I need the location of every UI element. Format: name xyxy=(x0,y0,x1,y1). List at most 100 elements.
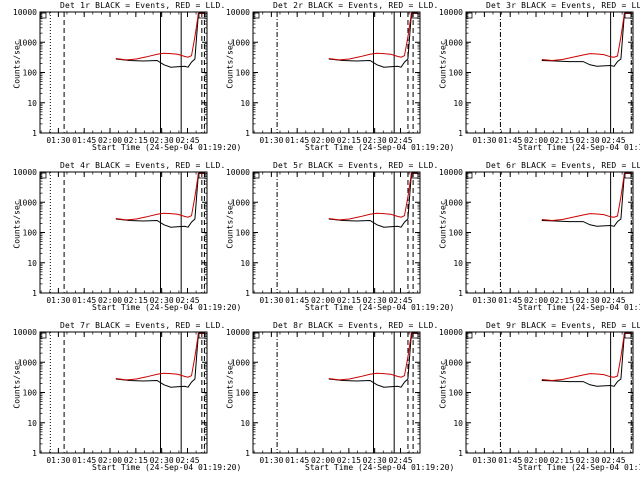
y-tick-label: 100 xyxy=(449,69,464,78)
panel-title: Det 3r BLACK = Events, RED = LLD. xyxy=(486,1,640,10)
y-tick-label: 10000 xyxy=(13,328,37,337)
series-lld xyxy=(328,172,419,221)
x-tick-label: 02:45 xyxy=(388,456,412,465)
panel-title: Det 9r BLACK = Events, RED = LLD. xyxy=(486,321,640,330)
x-tick-label: 02:00 xyxy=(524,456,548,465)
y-tick-label: 10 xyxy=(240,99,250,108)
y-tick-label: 1000 xyxy=(231,38,250,47)
y-axis-label: Counts/sec xyxy=(438,200,448,249)
corner-marker-right xyxy=(198,332,206,339)
y-tick-label: 1000 xyxy=(231,198,250,207)
detector-panel-3: 1 10 100 1000 10000 01:30 01:45 02:00 02:15 02:30… xyxy=(426,0,640,160)
corner-marker-right xyxy=(624,12,632,19)
x-axis-label: Start Time (24-Sep-04 01:19:20) xyxy=(305,463,455,472)
corner-marker-right xyxy=(411,12,419,19)
x-tick-label: 01:45 xyxy=(285,136,309,145)
detector-plot-svg: 1 10 100 1000 10000 01:30 01:45 02:00 02:15 02:30… xyxy=(439,168,634,305)
x-tick-label: 02:15 xyxy=(337,456,361,465)
plot-frame xyxy=(252,11,421,134)
y-tick-label: 100 xyxy=(236,229,251,238)
y-tick-label: 1000 xyxy=(444,198,463,207)
y-tick-label: 100 xyxy=(23,69,38,78)
series-lld xyxy=(541,172,632,222)
y-tick-label: 10 xyxy=(453,419,463,428)
detector-panel-6: 1 10 100 1000 10000 01:30 01:45 02:00 02:15 02:30… xyxy=(426,160,640,320)
series-events xyxy=(328,172,419,228)
plot-frame xyxy=(252,331,421,454)
series-lld xyxy=(115,12,206,61)
y-tick-label: 1 xyxy=(32,289,37,298)
series-events xyxy=(328,332,419,388)
corner-marker-left xyxy=(40,12,47,19)
panel-title: Det 6r BLACK = Events, RED = LLD. xyxy=(486,161,640,170)
y-tick-label: 10 xyxy=(27,419,37,428)
x-tick-label: 02:45 xyxy=(601,136,625,145)
x-axis-label: Start Time (24-Sep-04 01:19:20) xyxy=(305,303,455,312)
corner-marker-right xyxy=(411,332,419,339)
x-tick-label: 02:30 xyxy=(576,136,600,145)
y-axis-label: Counts/sec xyxy=(225,40,235,89)
y-tick-label: 1 xyxy=(458,289,463,298)
series-lld xyxy=(328,12,419,61)
y-tick-label: 1000 xyxy=(444,358,463,367)
y-axis-label: Counts/sec xyxy=(225,360,235,409)
detector-plot-svg: 1 10 100 1000 10000 01:30 01:45 02:00 02:15 02:30… xyxy=(439,328,634,465)
x-tick-label: 02:45 xyxy=(388,296,412,305)
y-tick-label: 100 xyxy=(23,229,38,238)
panel-title: Det 1r BLACK = Events, RED = LLD. xyxy=(60,1,226,10)
y-tick-label: 1 xyxy=(32,449,37,458)
x-tick-label: 01:45 xyxy=(285,456,309,465)
x-tick-label: 02:30 xyxy=(363,136,387,145)
corner-marker-right xyxy=(198,172,206,179)
detector-plot-svg: 1 10 100 1000 10000 01:30 01:45 02:00 02:15 02:30… xyxy=(226,8,421,145)
series-events xyxy=(115,332,206,388)
y-tick-label: 1 xyxy=(245,289,250,298)
corner-marker-right xyxy=(624,332,632,339)
corner-marker-left xyxy=(466,332,473,339)
x-axis-label: Start Time (24-Sep-04 01:19:20) xyxy=(518,463,640,472)
y-tick-label: 10000 xyxy=(226,8,250,17)
y-tick-label: 10000 xyxy=(439,168,463,177)
x-tick-label: 02:30 xyxy=(150,296,174,305)
plot-frame xyxy=(39,11,208,134)
x-tick-label: 02:00 xyxy=(98,136,122,145)
x-axis-label: Start Time (24-Sep-04 01:19:20) xyxy=(92,463,242,472)
x-tick-label: 02:15 xyxy=(124,456,148,465)
plot-frame xyxy=(39,331,208,454)
series-lld xyxy=(328,332,419,381)
x-tick-label: 02:15 xyxy=(337,136,361,145)
x-tick-label: 01:30 xyxy=(46,296,70,305)
y-tick-label: 1 xyxy=(245,449,250,458)
x-tick-label: 01:45 xyxy=(72,136,96,145)
detector-plot-svg: 1 10 100 1000 10000 01:30 01:45 02:00 02:15 02:30… xyxy=(226,168,421,305)
x-tick-label: 01:45 xyxy=(498,136,522,145)
x-axis-label: Start Time (24-Sep-04 01:19:20) xyxy=(305,143,455,152)
series-events xyxy=(115,12,206,68)
detector-panel-1: 1 10 100 1000 10000 01:30 01:45 02:00 02:15 02:30… xyxy=(0,0,242,160)
y-tick-label: 10000 xyxy=(13,168,37,177)
x-tick-label: 02:15 xyxy=(550,456,574,465)
x-tick-label: 02:45 xyxy=(388,136,412,145)
corner-marker-right xyxy=(198,12,206,19)
x-tick-label: 02:45 xyxy=(601,296,625,305)
y-axis-label: Counts/sec xyxy=(438,40,448,89)
panel-title: Det 4r BLACK = Events, RED = LLD. xyxy=(60,161,226,170)
x-tick-label: 01:45 xyxy=(72,296,96,305)
y-tick-label: 1 xyxy=(458,129,463,138)
series-events xyxy=(328,12,419,68)
y-axis-label: Counts/sec xyxy=(12,40,22,89)
x-tick-label: 01:30 xyxy=(259,456,283,465)
y-tick-label: 1000 xyxy=(18,358,37,367)
corner-marker-left xyxy=(466,172,473,179)
panel-title: Det 2r BLACK = Events, RED = LLD. xyxy=(273,1,439,10)
y-tick-label: 100 xyxy=(236,389,251,398)
x-tick-label: 02:15 xyxy=(124,296,148,305)
y-axis-label: Counts/sec xyxy=(438,360,448,409)
series-events xyxy=(541,172,632,227)
y-tick-label: 10000 xyxy=(439,8,463,17)
y-tick-label: 10000 xyxy=(439,328,463,337)
series-events xyxy=(541,332,632,387)
y-tick-label: 10 xyxy=(453,99,463,108)
series-events xyxy=(115,172,206,228)
